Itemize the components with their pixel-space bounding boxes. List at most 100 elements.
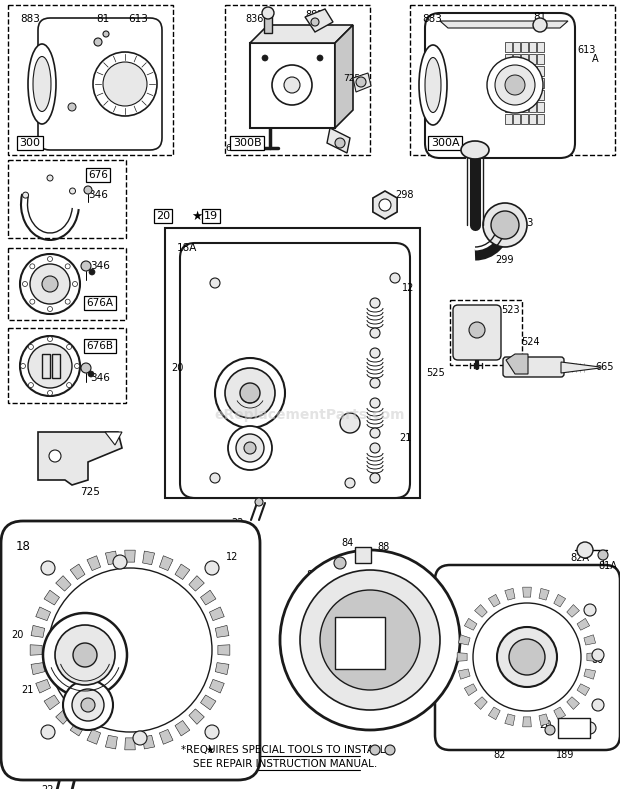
Text: 299: 299	[496, 255, 514, 265]
Circle shape	[370, 428, 380, 438]
Bar	[42, 354, 50, 378]
Circle shape	[43, 613, 127, 697]
Text: 21: 21	[21, 685, 33, 695]
Text: 22: 22	[231, 518, 243, 528]
Circle shape	[533, 18, 547, 32]
Text: 524: 524	[521, 337, 539, 347]
Polygon shape	[159, 555, 173, 570]
Circle shape	[48, 568, 212, 732]
Text: 21: 21	[399, 433, 411, 443]
Circle shape	[41, 725, 55, 739]
Polygon shape	[587, 653, 597, 661]
Bar	[505, 114, 512, 124]
Text: 883: 883	[20, 14, 40, 24]
Circle shape	[48, 391, 53, 395]
Circle shape	[545, 725, 555, 735]
Polygon shape	[44, 590, 60, 605]
Circle shape	[94, 38, 102, 46]
Circle shape	[66, 345, 71, 350]
Circle shape	[379, 199, 391, 211]
Polygon shape	[125, 550, 135, 562]
Bar	[537, 102, 544, 112]
Circle shape	[385, 745, 395, 755]
Text: 676A: 676A	[87, 298, 113, 308]
Text: SEE REPAIR INSTRUCTION MANUAL.: SEE REPAIR INSTRUCTION MANUAL.	[193, 759, 377, 769]
Circle shape	[93, 52, 157, 116]
Text: 81A: 81A	[598, 561, 618, 571]
Bar	[558, 718, 590, 738]
Polygon shape	[105, 432, 122, 445]
Polygon shape	[577, 684, 590, 696]
Polygon shape	[440, 21, 568, 28]
Text: 676B: 676B	[87, 341, 113, 351]
Circle shape	[505, 75, 525, 95]
Text: 676: 676	[88, 170, 108, 180]
Circle shape	[497, 627, 557, 687]
Circle shape	[584, 722, 596, 734]
Polygon shape	[554, 594, 565, 607]
Circle shape	[73, 282, 78, 286]
Bar	[513, 78, 520, 88]
Text: 523: 523	[501, 305, 520, 315]
Polygon shape	[210, 679, 224, 693]
Bar	[505, 78, 512, 88]
Polygon shape	[464, 619, 477, 630]
Text: 613: 613	[128, 14, 148, 24]
Bar	[537, 54, 544, 64]
Text: 82: 82	[494, 750, 506, 760]
Circle shape	[81, 261, 91, 271]
Circle shape	[255, 498, 263, 506]
Polygon shape	[70, 564, 85, 579]
Polygon shape	[56, 576, 71, 591]
Circle shape	[236, 434, 264, 462]
Polygon shape	[489, 594, 500, 607]
Circle shape	[491, 211, 519, 239]
Circle shape	[41, 561, 55, 575]
Text: 346: 346	[88, 190, 108, 200]
Text: 88: 88	[377, 542, 389, 552]
Polygon shape	[458, 669, 470, 679]
Ellipse shape	[33, 57, 51, 111]
Polygon shape	[458, 635, 470, 645]
Bar	[537, 90, 544, 100]
Bar	[521, 102, 528, 112]
Polygon shape	[36, 607, 51, 621]
Polygon shape	[105, 735, 117, 749]
Polygon shape	[87, 555, 100, 570]
Polygon shape	[200, 590, 216, 605]
Circle shape	[30, 264, 35, 269]
Bar	[529, 102, 536, 112]
Circle shape	[30, 264, 70, 304]
Circle shape	[272, 65, 312, 105]
Text: 18A: 18A	[177, 243, 197, 253]
Bar	[52, 354, 60, 378]
Polygon shape	[554, 707, 565, 720]
Circle shape	[68, 103, 76, 111]
Circle shape	[113, 555, 127, 569]
Polygon shape	[561, 362, 600, 373]
Bar	[521, 66, 528, 76]
Polygon shape	[505, 714, 515, 726]
Circle shape	[370, 328, 380, 338]
Text: 81: 81	[533, 12, 547, 22]
Circle shape	[356, 77, 366, 87]
Text: 82A: 82A	[570, 553, 590, 563]
Circle shape	[370, 378, 380, 388]
Text: 883: 883	[422, 14, 442, 24]
Bar	[537, 114, 544, 124]
Bar	[225, 5, 370, 155]
Circle shape	[300, 570, 440, 710]
Polygon shape	[577, 619, 590, 630]
Circle shape	[370, 348, 380, 358]
Bar	[513, 114, 520, 124]
Circle shape	[29, 383, 33, 387]
Circle shape	[55, 625, 115, 685]
Bar	[8, 160, 126, 238]
Bar	[505, 90, 512, 100]
Circle shape	[495, 65, 535, 105]
Polygon shape	[38, 432, 122, 485]
Circle shape	[74, 364, 79, 368]
Bar	[521, 78, 528, 88]
Circle shape	[47, 175, 53, 181]
Circle shape	[84, 186, 92, 194]
